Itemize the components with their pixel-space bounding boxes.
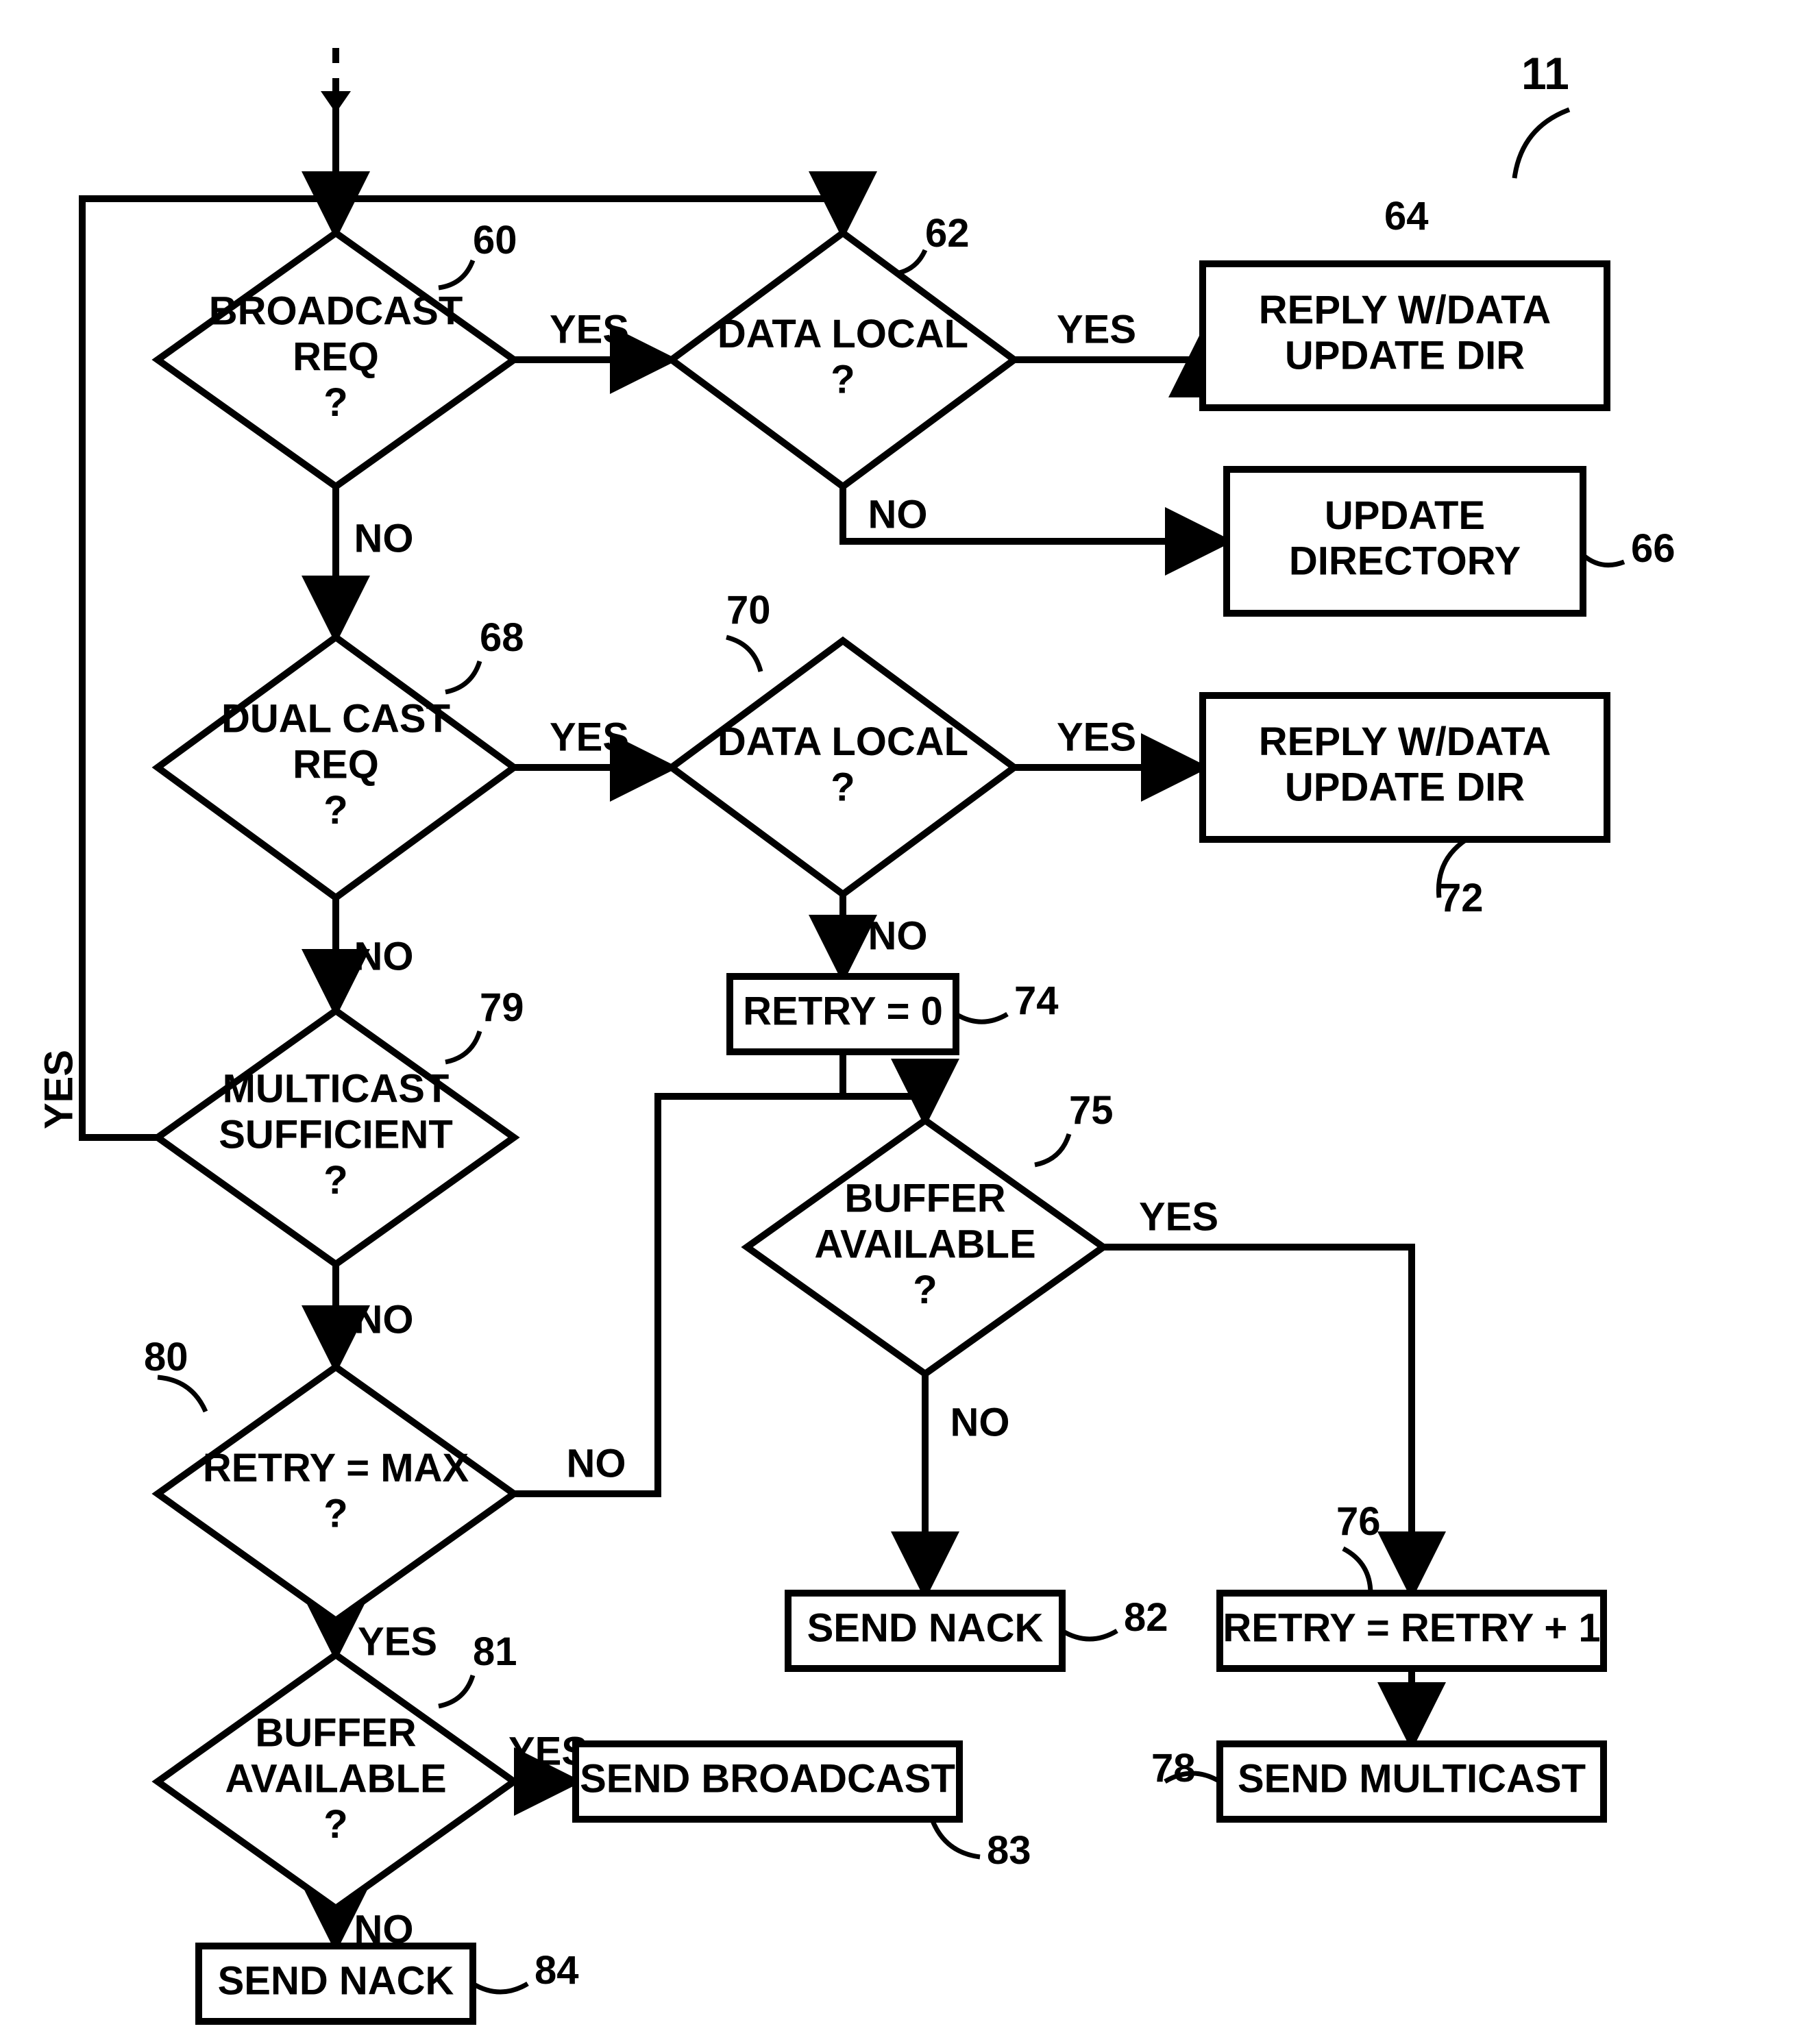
ref-74: 74 xyxy=(1014,978,1059,1023)
svg-text:RETRY = MAX: RETRY = MAX xyxy=(203,1446,469,1490)
node-n83: SEND BROADCAST xyxy=(576,1744,959,1819)
svg-text:REQ: REQ xyxy=(293,742,379,787)
svg-text:UPDATE DIR: UPDATE DIR xyxy=(1285,334,1525,378)
ref-62: 62 xyxy=(925,211,970,256)
node-n70: DATA LOCAL? xyxy=(672,641,1014,894)
edge-label-60-62: YES xyxy=(550,307,629,352)
svg-text:AVAILABLE: AVAILABLE xyxy=(225,1756,446,1801)
edge-label-70-72: YES xyxy=(1057,715,1136,759)
node-n82: SEND NACK xyxy=(788,1593,1062,1669)
edge-label-75-82: NO xyxy=(950,1400,1010,1444)
edge-label-60-68: NO xyxy=(354,516,414,561)
svg-text:?: ? xyxy=(323,1802,347,1847)
ref-84: 84 xyxy=(535,1948,579,1993)
ref-70: 70 xyxy=(726,588,771,632)
ref-72: 72 xyxy=(1439,876,1484,920)
edge-label-62-66: NO xyxy=(868,492,928,537)
edge-label-79-yes: YES xyxy=(36,1050,81,1129)
ref-81: 81 xyxy=(473,1629,517,1674)
ref-82: 82 xyxy=(1124,1595,1168,1640)
edge-74-75 xyxy=(843,1052,925,1120)
svg-text:DATA LOCAL: DATA LOCAL xyxy=(717,312,968,356)
edge-label-70-74: NO xyxy=(868,913,928,958)
svg-text:?: ? xyxy=(323,380,347,425)
svg-text:?: ? xyxy=(913,1268,937,1312)
ref-60: 60 xyxy=(473,218,517,262)
ref-83: 83 xyxy=(987,1828,1031,1873)
ref-66: 66 xyxy=(1631,526,1676,571)
svg-text:BUFFER: BUFFER xyxy=(255,1711,416,1756)
svg-text:UPDATE DIR: UPDATE DIR xyxy=(1285,765,1525,810)
node-n84: SEND NACK xyxy=(199,1946,473,2021)
svg-text:AVAILABLE: AVAILABLE xyxy=(814,1222,1035,1266)
ref-78: 78 xyxy=(1151,1746,1196,1790)
node-n72: REPLY W/DATAUPDATE DIR xyxy=(1203,695,1607,839)
svg-text:?: ? xyxy=(323,1158,347,1203)
svg-text:SEND NACK: SEND NACK xyxy=(218,1958,454,2003)
ref-64: 64 xyxy=(1384,194,1429,238)
svg-text:RETRY = RETRY + 1: RETRY = RETRY + 1 xyxy=(1223,1605,1600,1650)
figure-ref: 11 xyxy=(1521,48,1569,99)
node-n68: DUAL CASTREQ? xyxy=(158,637,514,898)
edge-label-75-76: YES xyxy=(1139,1194,1218,1239)
node-n66: UPDATEDIRECTORY xyxy=(1227,469,1583,613)
node-n62: DATA LOCAL? xyxy=(672,233,1014,487)
edge-label-80-no: NO xyxy=(567,1441,626,1486)
node-n78: SEND MULTICAST xyxy=(1220,1744,1604,1819)
flowchart-svg: YESYESNONOYESYESNONONOYESYESNONOYESYESNO… xyxy=(0,0,1816,2044)
edge-label-68-70: YES xyxy=(550,715,629,759)
svg-text:DATA LOCAL: DATA LOCAL xyxy=(717,719,968,764)
node-n60: BROADCASTREQ? xyxy=(158,233,514,487)
ref-76: 76 xyxy=(1336,1499,1381,1544)
svg-text:DUAL CAST: DUAL CAST xyxy=(221,697,450,741)
svg-text:REPLY W/DATA: REPLY W/DATA xyxy=(1259,719,1551,764)
svg-text:SEND NACK: SEND NACK xyxy=(807,1605,1044,1650)
ref-80: 80 xyxy=(144,1335,188,1379)
svg-text:RETRY = 0: RETRY = 0 xyxy=(743,989,943,1033)
svg-text:?: ? xyxy=(323,788,347,833)
svg-text:SEND MULTICAST: SEND MULTICAST xyxy=(1238,1756,1586,1801)
ref-75: 75 xyxy=(1069,1088,1114,1133)
edge-label-80-81: YES xyxy=(358,1619,437,1664)
svg-text:UPDATE: UPDATE xyxy=(1325,493,1485,538)
svg-text:?: ? xyxy=(831,765,855,810)
node-n79: MULTICASTSUFFICIENT? xyxy=(158,1011,514,1264)
edge-label-79-80: NO xyxy=(354,1297,414,1342)
svg-text:REPLY W/DATA: REPLY W/DATA xyxy=(1259,288,1551,332)
svg-text:SUFFICIENT: SUFFICIENT xyxy=(219,1112,453,1157)
svg-text:DIRECTORY: DIRECTORY xyxy=(1289,539,1521,584)
node-n76: RETRY = RETRY + 1 xyxy=(1220,1593,1604,1669)
edge-label-62-64: YES xyxy=(1057,307,1136,352)
node-n64: REPLY W/DATAUPDATE DIR xyxy=(1203,264,1607,408)
svg-text:BUFFER: BUFFER xyxy=(844,1177,1005,1221)
ref-68: 68 xyxy=(480,615,524,660)
svg-text:SEND BROADCAST: SEND BROADCAST xyxy=(580,1756,955,1801)
svg-text:?: ? xyxy=(831,358,855,402)
svg-text:BROADCAST: BROADCAST xyxy=(209,289,463,334)
node-n74: RETRY = 0 xyxy=(730,976,956,1052)
svg-text:REQ: REQ xyxy=(293,334,379,379)
node-n80: RETRY = MAX? xyxy=(158,1367,514,1621)
ref-79: 79 xyxy=(480,985,524,1030)
svg-text:MULTICAST: MULTICAST xyxy=(223,1067,450,1111)
svg-text:?: ? xyxy=(323,1492,347,1536)
edge-80-no xyxy=(514,1096,843,1494)
edge-label-68-79: NO xyxy=(354,934,414,978)
